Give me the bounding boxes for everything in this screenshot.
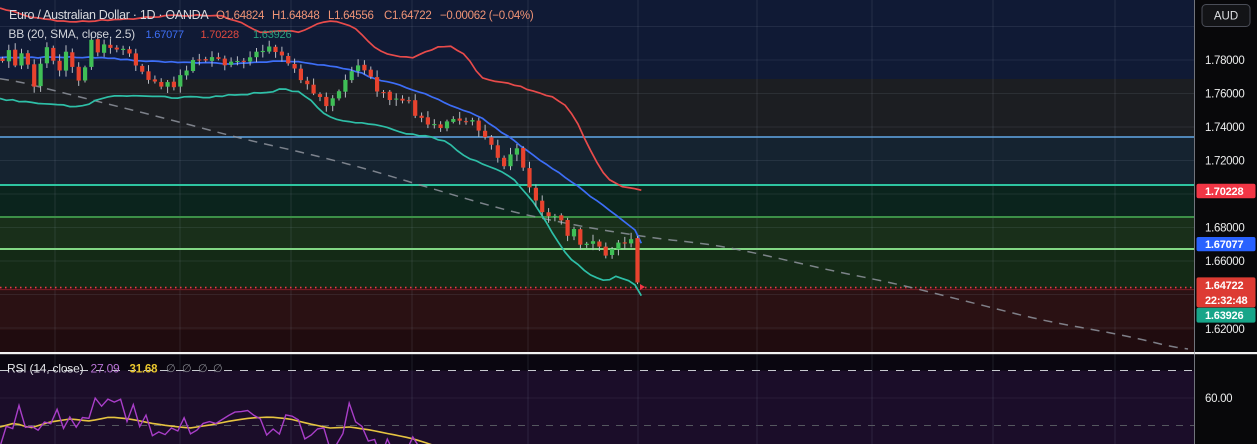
svg-text:∅: ∅ (198, 363, 208, 375)
svg-text:1.70228: 1.70228 (1205, 186, 1243, 198)
svg-text:∅: ∅ (182, 363, 192, 375)
svg-text:60.00: 60.00 (1205, 393, 1232, 405)
svg-text:AUD: AUD (1214, 11, 1238, 23)
svg-text:O1.64824: O1.64824 (216, 10, 265, 22)
svg-text:1.70228: 1.70228 (201, 29, 239, 41)
svg-text:RSI (14, close): RSI (14, close) (7, 362, 84, 376)
svg-text:1.78000: 1.78000 (1205, 55, 1244, 67)
svg-text:1.62000: 1.62000 (1205, 324, 1244, 336)
svg-text:−0.00062 (−0.04%): −0.00062 (−0.04%) (440, 10, 534, 22)
svg-text:C1.64722: C1.64722 (384, 10, 431, 22)
svg-text:22:32:48: 22:32:48 (1205, 295, 1248, 307)
svg-text:1.67077: 1.67077 (146, 29, 184, 41)
svg-text:1.63926: 1.63926 (253, 29, 291, 41)
svg-text:Euro / Australian Dollar · 1D: Euro / Australian Dollar · 1D · OANDA (9, 8, 209, 22)
svg-text:H1.64848: H1.64848 (272, 10, 319, 22)
svg-text:31.68: 31.68 (130, 364, 159, 376)
svg-text:∅: ∅ (213, 363, 223, 375)
svg-text:1.64722: 1.64722 (1205, 280, 1243, 292)
svg-text:27.09: 27.09 (91, 362, 121, 376)
svg-text:1.67077: 1.67077 (1205, 239, 1243, 251)
svg-text:1.68000: 1.68000 (1205, 223, 1244, 235)
svg-text:1.66000: 1.66000 (1205, 256, 1244, 268)
svg-text:BB (20, SMA, close, 2.5): BB (20, SMA, close, 2.5) (8, 27, 135, 41)
svg-text:1.72000: 1.72000 (1205, 156, 1244, 168)
svg-text:1.63926: 1.63926 (1205, 310, 1243, 322)
svg-text:L1.64556: L1.64556 (328, 10, 374, 22)
svg-text:1.74000: 1.74000 (1205, 122, 1244, 134)
svg-text:∅: ∅ (166, 363, 176, 375)
svg-text:1.76000: 1.76000 (1205, 89, 1244, 101)
